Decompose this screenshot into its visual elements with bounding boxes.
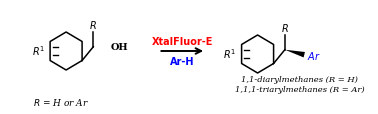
Text: OH: OH: [111, 43, 129, 52]
Text: $R$ = H or Ar: $R$ = H or Ar: [33, 96, 89, 107]
Text: Ar-H: Ar-H: [170, 57, 195, 66]
Text: XtalFluor-E: XtalFluor-E: [152, 37, 213, 47]
Polygon shape: [285, 50, 305, 58]
Text: $R^1$: $R^1$: [31, 44, 45, 57]
Text: 1,1,1-triarylmethanes (R = Ar): 1,1,1-triarylmethanes (R = Ar): [235, 85, 364, 93]
Text: $R$: $R$: [90, 19, 97, 30]
Text: $R^1$: $R^1$: [223, 47, 236, 60]
Text: $R$: $R$: [281, 22, 289, 33]
Text: $Ar$: $Ar$: [307, 49, 321, 61]
Text: 1,1-diarylmethanes (R = H): 1,1-diarylmethanes (R = H): [241, 75, 358, 83]
